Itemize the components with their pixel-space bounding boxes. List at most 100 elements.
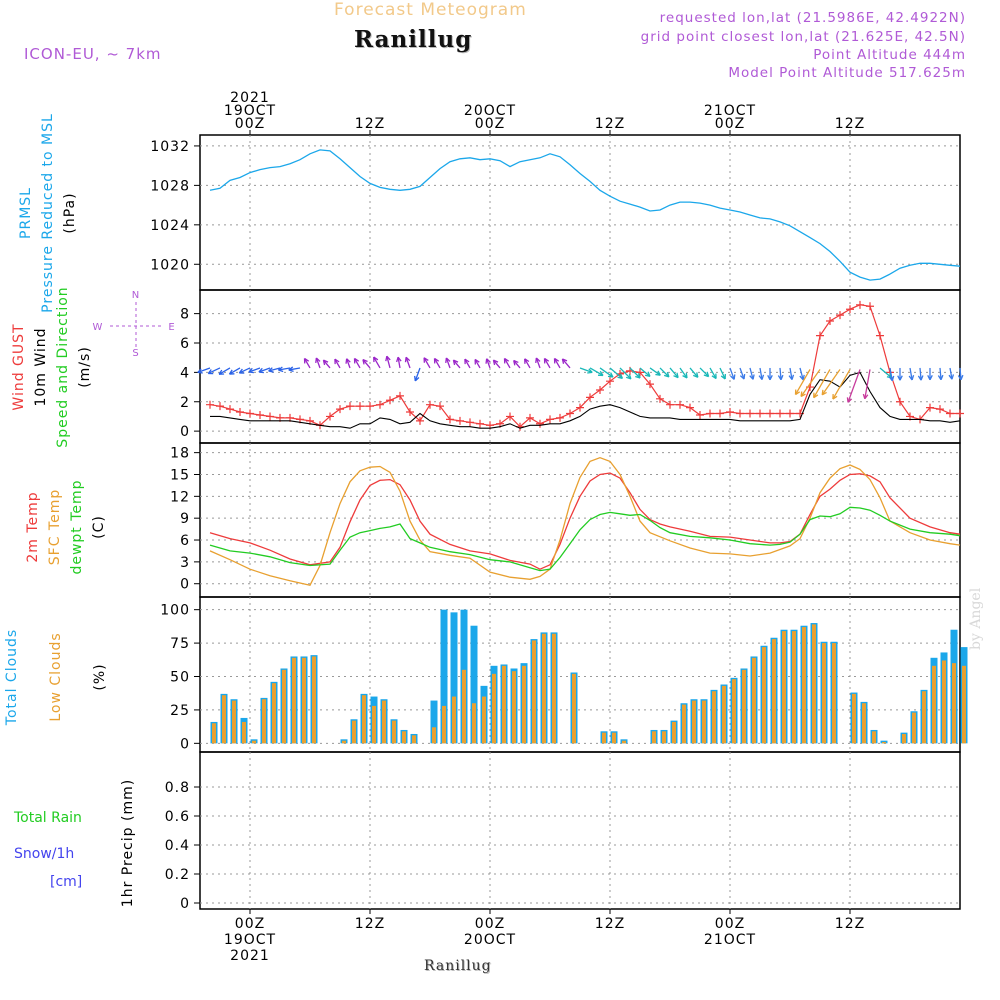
wind-line xyxy=(210,371,961,429)
low-cloud-bar xyxy=(872,731,876,744)
low-cloud-bar xyxy=(782,631,786,744)
bottom-time-label: 12Z xyxy=(595,916,625,932)
wind-direction-arrow xyxy=(669,367,679,379)
wind-direction-arrow xyxy=(445,357,451,369)
wind-direction-arrow xyxy=(535,357,541,369)
low-cloud-bar xyxy=(522,665,526,744)
wind-arrow-head xyxy=(692,372,699,378)
low-cloud-bar xyxy=(882,741,886,744)
wind-arrow-head xyxy=(655,370,661,376)
bottom-time-label: 21OCT xyxy=(704,932,756,948)
wind-direction-arrow xyxy=(353,358,361,369)
wind-direction-arrow xyxy=(474,359,481,369)
ytick-label-clouds: 25 xyxy=(170,703,190,719)
gust-marker xyxy=(426,400,434,409)
wind-direction-arrow xyxy=(322,359,331,369)
gust-marker xyxy=(956,409,964,418)
wind-axis-label: 10m Wind xyxy=(33,327,49,406)
low-cloud-bar xyxy=(342,740,346,744)
ytick-label-pressure: 1032 xyxy=(150,139,190,155)
gust-marker xyxy=(356,402,364,411)
ytick-label-clouds: 100 xyxy=(160,603,190,619)
top-time-label: 2021 xyxy=(230,90,270,106)
ytick-label-precipitation: 0.6 xyxy=(165,809,190,825)
wind-direction-arrow xyxy=(909,367,913,381)
wind-arrow-head xyxy=(228,369,235,375)
wind-direction-arrow xyxy=(503,358,511,369)
low-cloud-bar xyxy=(732,679,736,744)
wind-arrow-head xyxy=(543,357,550,364)
gust-marker xyxy=(566,409,574,418)
gust-marker xyxy=(826,316,834,325)
low-cloud-bar xyxy=(572,673,576,744)
low-cloud-bar xyxy=(402,731,406,744)
ytick-label-precipitation: 0.8 xyxy=(165,780,190,796)
wind-direction-arrow xyxy=(649,367,661,376)
gust-marker xyxy=(266,412,274,421)
low-cloud-bar xyxy=(462,669,466,744)
gust-marker xyxy=(696,410,704,419)
ytick-label-pressure: 1020 xyxy=(150,257,190,273)
top-time-label: 19OCT xyxy=(224,103,276,119)
low-cloud-bar xyxy=(352,720,356,744)
wind-axis-label: Wind GUST xyxy=(11,323,27,410)
total-cloud-bar xyxy=(450,612,458,744)
wind-direction-arrow xyxy=(362,359,371,369)
wind-arrow-head xyxy=(452,359,459,366)
low-cloud-bar xyxy=(722,685,726,744)
wind-arrow-head xyxy=(503,357,510,364)
gust-marker xyxy=(466,418,474,427)
low-cloud-bar xyxy=(752,657,756,744)
wind-arrow-head xyxy=(730,374,736,380)
wind-direction-arrow xyxy=(452,359,461,369)
wind-direction-arrow xyxy=(800,369,821,397)
gust-marker xyxy=(776,409,784,418)
panel-frame-wind xyxy=(199,289,961,444)
wind-direction-arrow xyxy=(197,367,211,374)
wind-arrow-head xyxy=(607,372,614,378)
wind-arrow-head xyxy=(288,366,294,373)
ytick-label-clouds: 0 xyxy=(180,736,190,752)
wind-arrow-head xyxy=(404,356,411,363)
gust-marker xyxy=(336,405,344,414)
gust-marker xyxy=(446,415,454,424)
wind-direction-arrow xyxy=(464,358,471,369)
gust-marker xyxy=(586,393,594,402)
low-cloud-bar xyxy=(282,669,286,744)
compass-n: N xyxy=(132,290,140,301)
pressure-line xyxy=(209,149,961,281)
gust-marker xyxy=(216,402,224,411)
wind-arrow-head xyxy=(794,389,801,396)
low-cloud-bar xyxy=(932,665,936,744)
top-time-label: 12Z xyxy=(355,116,385,132)
wind-arrow-head xyxy=(703,371,710,378)
gust-marker xyxy=(246,409,254,418)
wind-arrow-head xyxy=(832,394,838,400)
wind-arrow-head xyxy=(635,373,641,379)
gust-marker xyxy=(816,331,824,340)
wind-arrow-head xyxy=(474,358,480,365)
pressure-axis-label: (hPa) xyxy=(62,192,78,233)
station-title: Ranillug xyxy=(354,26,473,53)
bottom-time-label: 12Z xyxy=(355,916,385,932)
wind-arrow-head xyxy=(373,356,379,363)
low-cloud-bar xyxy=(912,712,916,744)
low-cloud-bar xyxy=(902,733,906,744)
wind-direction-arrow xyxy=(405,357,411,369)
wind-direction-arrow xyxy=(492,359,501,369)
gust-marker xyxy=(206,400,214,409)
wind-axis-label: Speed and Direction xyxy=(55,286,71,447)
temp-axis-label: 2m Temp xyxy=(25,491,41,562)
ytick-label-temperature: 0 xyxy=(180,577,190,593)
wind-arrow-head xyxy=(303,357,310,364)
total-cloud-bar xyxy=(430,700,438,744)
panel-frame-pressure xyxy=(199,134,961,291)
low-cloud-bar xyxy=(222,695,226,744)
low-cloud-bar xyxy=(312,656,316,744)
low-cloud-bar xyxy=(812,624,816,744)
wind-direction-arrow xyxy=(334,358,341,369)
wind-direction-arrow xyxy=(486,358,491,369)
wind-arrow-head xyxy=(625,373,632,380)
wind-arrow-head xyxy=(207,369,214,375)
gust-marker xyxy=(706,409,714,418)
